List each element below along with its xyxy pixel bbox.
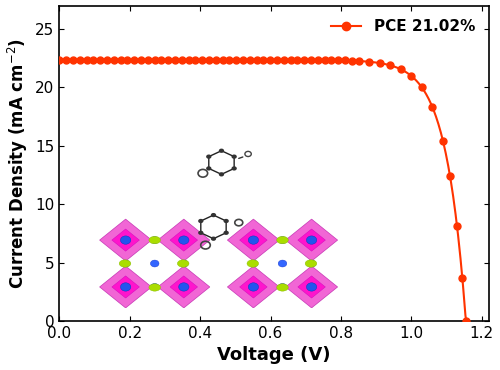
Legend: PCE 21.02%: PCE 21.02% (324, 13, 481, 40)
Y-axis label: Current Density (mA cm$^{-2}$): Current Density (mA cm$^{-2}$) (6, 38, 30, 289)
X-axis label: Voltage (V): Voltage (V) (218, 346, 331, 364)
